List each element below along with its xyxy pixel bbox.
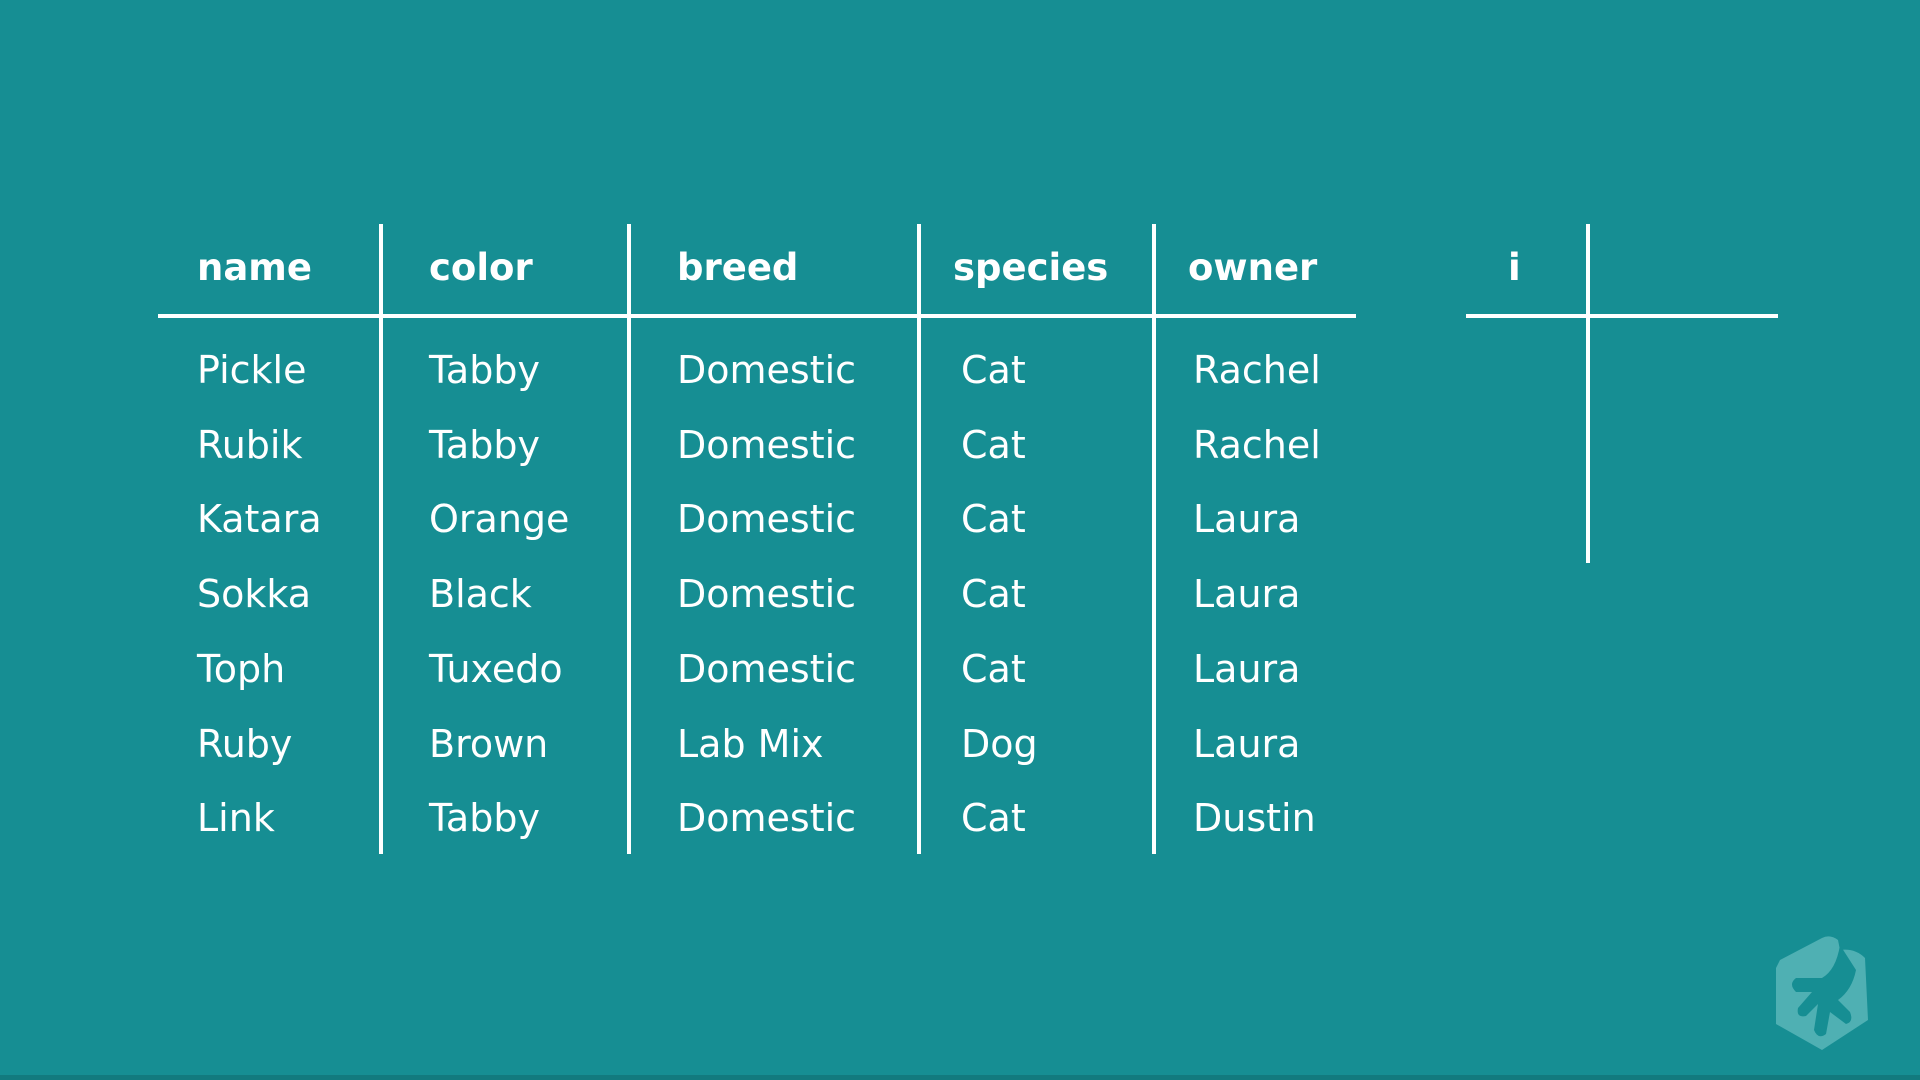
column-header-species: species xyxy=(953,246,1109,289)
table-cell-name: Ruby xyxy=(197,721,293,766)
second-table-column-divider xyxy=(1586,224,1590,563)
table-cell-owner: Laura xyxy=(1193,497,1301,542)
bottom-strip xyxy=(0,1075,1920,1080)
table-cell-species: Cat xyxy=(961,572,1026,617)
table-cell-name: Katara xyxy=(197,497,322,542)
table-cell-owner: Rachel xyxy=(1193,422,1321,467)
table-cell-color: Orange xyxy=(429,497,570,542)
table-column-divider xyxy=(917,224,921,854)
treehouse-logo-icon xyxy=(1776,936,1868,1050)
table-cell-owner: Rachel xyxy=(1193,348,1321,392)
table-cell-name: Rubik xyxy=(197,422,303,467)
second-table-header-i: i xyxy=(1508,246,1521,289)
table-cell-breed: Lab Mix xyxy=(677,721,824,766)
table-cell-breed: Domestic xyxy=(677,572,857,617)
table-column-divider xyxy=(379,224,383,854)
table-cell-breed: Domestic xyxy=(677,646,857,691)
table-column-divider xyxy=(627,224,631,854)
column-header-owner: owner xyxy=(1188,246,1318,289)
table-cell-color: Brown xyxy=(429,721,549,766)
table-cell-species: Cat xyxy=(961,646,1026,691)
table-cell-breed: Domestic xyxy=(677,796,857,841)
column-header-breed: breed xyxy=(677,246,799,289)
column-header-name: name xyxy=(197,246,312,289)
column-header-color: color xyxy=(429,246,533,289)
table-cell-species: Dog xyxy=(961,721,1038,766)
table-cell-name: Pickle xyxy=(197,348,307,392)
table-cell-color: Black xyxy=(429,572,532,617)
table-cell-species: Cat xyxy=(961,348,1026,392)
table-cell-color: Tabby xyxy=(429,422,540,467)
table-cell-species: Cat xyxy=(961,796,1026,841)
table-cell-species: Cat xyxy=(961,422,1026,467)
table-cell-name: Sokka xyxy=(197,572,311,617)
table-column-divider xyxy=(1152,224,1156,854)
table-cell-name: Toph xyxy=(197,646,286,691)
table-cell-breed: Domestic xyxy=(677,348,857,392)
table-cell-color: Tabby xyxy=(429,796,540,841)
table-cell-owner: Laura xyxy=(1193,572,1301,617)
table-cell-color: Tuxedo xyxy=(429,646,563,691)
table-cell-owner: Dustin xyxy=(1193,796,1316,841)
table-header-divider xyxy=(158,314,1356,318)
second-table-header-divider xyxy=(1466,314,1778,318)
table-cell-color: Tabby xyxy=(429,348,540,392)
table-cell-breed: Domestic xyxy=(677,422,857,467)
table-cell-breed: Domestic xyxy=(677,497,857,542)
table-cell-name: Link xyxy=(197,796,275,841)
table-cell-owner: Laura xyxy=(1193,721,1301,766)
table-cell-owner: Laura xyxy=(1193,646,1301,691)
table-cell-species: Cat xyxy=(961,497,1026,542)
